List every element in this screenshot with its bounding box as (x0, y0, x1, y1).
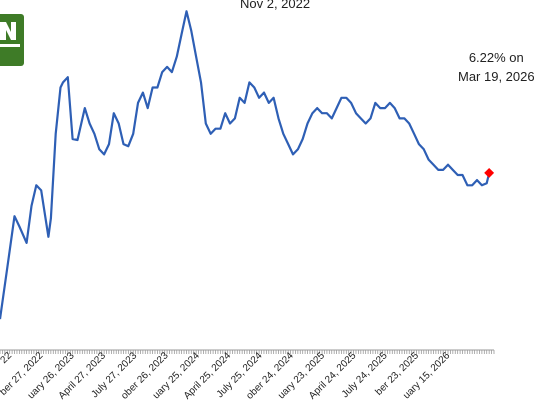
series-layer (0, 10, 495, 320)
peak-annotation: Nov 2, 2022 (240, 0, 311, 11)
x-axis (0, 349, 495, 354)
series-line (0, 10, 491, 320)
logo-stripe (0, 44, 20, 47)
last-point-marker (484, 167, 495, 178)
last-value-text: 6.22% on (468, 50, 524, 65)
logo-letter (0, 22, 16, 40)
logo-badge (0, 14, 24, 66)
last-value-annotation: 6.22% on Mar 19, 2026 (458, 48, 535, 86)
last-date-text: Mar 19, 2026 (458, 69, 535, 84)
